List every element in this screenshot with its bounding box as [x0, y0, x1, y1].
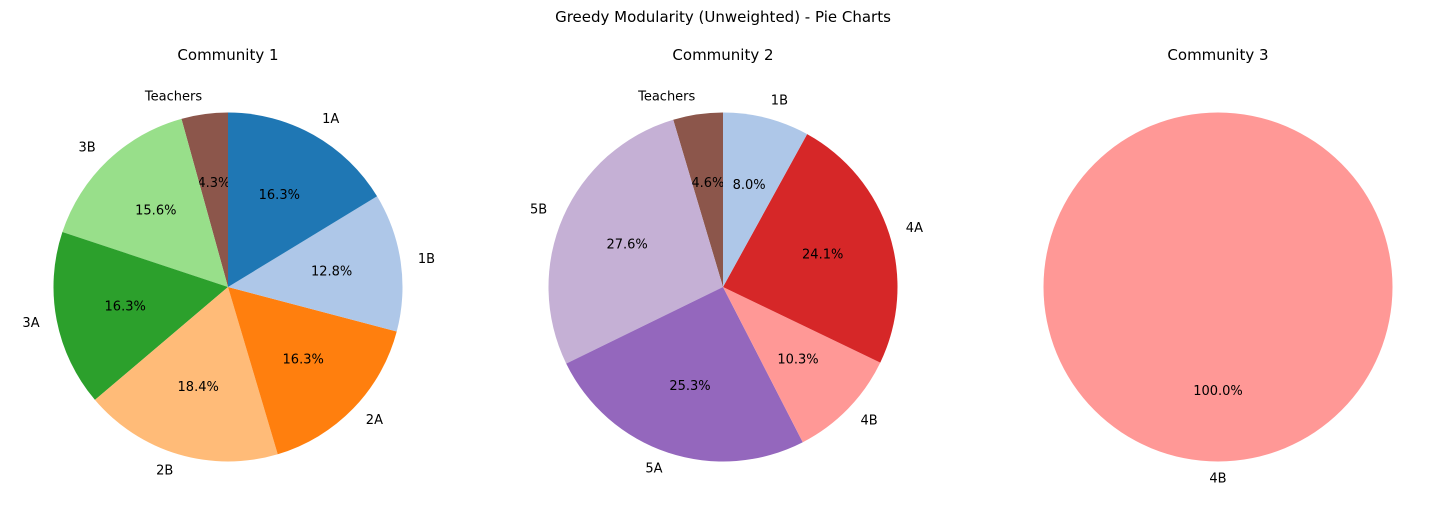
pie-percent-label: 4.3%	[197, 176, 230, 191]
pie-slice	[228, 112, 378, 287]
pie-slice	[181, 112, 228, 287]
pie-chart-2: Community 2 4.6% Teachers 27.6% 5B 25.3% 5A 10.…	[530, 46, 923, 477]
pie-percent-label: 100.0%	[1193, 384, 1243, 399]
pie-category-label: 1A	[322, 112, 339, 127]
pie-category-label: 4B	[1209, 472, 1226, 487]
pie-slice	[1043, 112, 1393, 462]
pie-slice	[94, 287, 278, 462]
pie-title: Community 3	[1167, 46, 1268, 64]
pie-category-label: 5A	[645, 462, 662, 477]
pie-category-label: Teachers	[637, 90, 695, 105]
pie-title: Community 2	[672, 46, 773, 64]
pie-category-label: 3B	[78, 140, 95, 155]
pie-category-label: 5B	[530, 202, 547, 217]
pie-percent-label: 18.4%	[178, 380, 219, 395]
pie-category-label: 2A	[366, 413, 383, 428]
pie-category-label: 2B	[156, 464, 173, 479]
pie-category-label: 1B	[771, 94, 788, 109]
pie-slice	[723, 287, 881, 443]
pie-slice	[566, 287, 803, 462]
figure-title: Greedy Modularity (Unweighted) - Pie Cha…	[555, 8, 891, 26]
pie-slice	[53, 232, 228, 400]
pie-slice	[62, 118, 228, 287]
pie-percent-label: 16.3%	[259, 188, 300, 203]
pie-percent-label: 12.8%	[311, 264, 352, 279]
pie-category-label: Teachers	[144, 89, 202, 104]
pie-percent-label: 25.3%	[669, 379, 710, 394]
pie-category-label: 1B	[418, 252, 435, 267]
pie-percent-label: 24.1%	[802, 248, 843, 263]
pie-category-label: 4A	[906, 221, 923, 236]
pie-slice	[723, 134, 898, 363]
pie-category-label: 3A	[22, 316, 39, 331]
pie-percent-label: 4.6%	[691, 176, 724, 191]
pie-slice	[723, 112, 808, 287]
pie-slice	[673, 112, 723, 287]
pie-percent-label: 8.0%	[733, 178, 766, 193]
pie-percent-label: 16.3%	[105, 299, 146, 314]
pie-percent-label: 16.3%	[283, 352, 324, 367]
pie-category-label: 4B	[861, 413, 878, 428]
pie-slice	[228, 287, 397, 455]
pie-percent-label: 15.6%	[135, 204, 176, 219]
pie-slice	[548, 119, 723, 364]
pie-chart-1: Community 1 4.3% Teachers 15.6% 3B 16.3% 3A 18.…	[22, 46, 435, 479]
pie-title: Community 1	[177, 46, 278, 64]
pie-percent-label: 10.3%	[777, 353, 818, 368]
pie-chart-3: Community 3 100.0% 4B	[1043, 46, 1393, 487]
pie-percent-label: 27.6%	[606, 237, 647, 252]
pie-slice	[228, 196, 403, 332]
